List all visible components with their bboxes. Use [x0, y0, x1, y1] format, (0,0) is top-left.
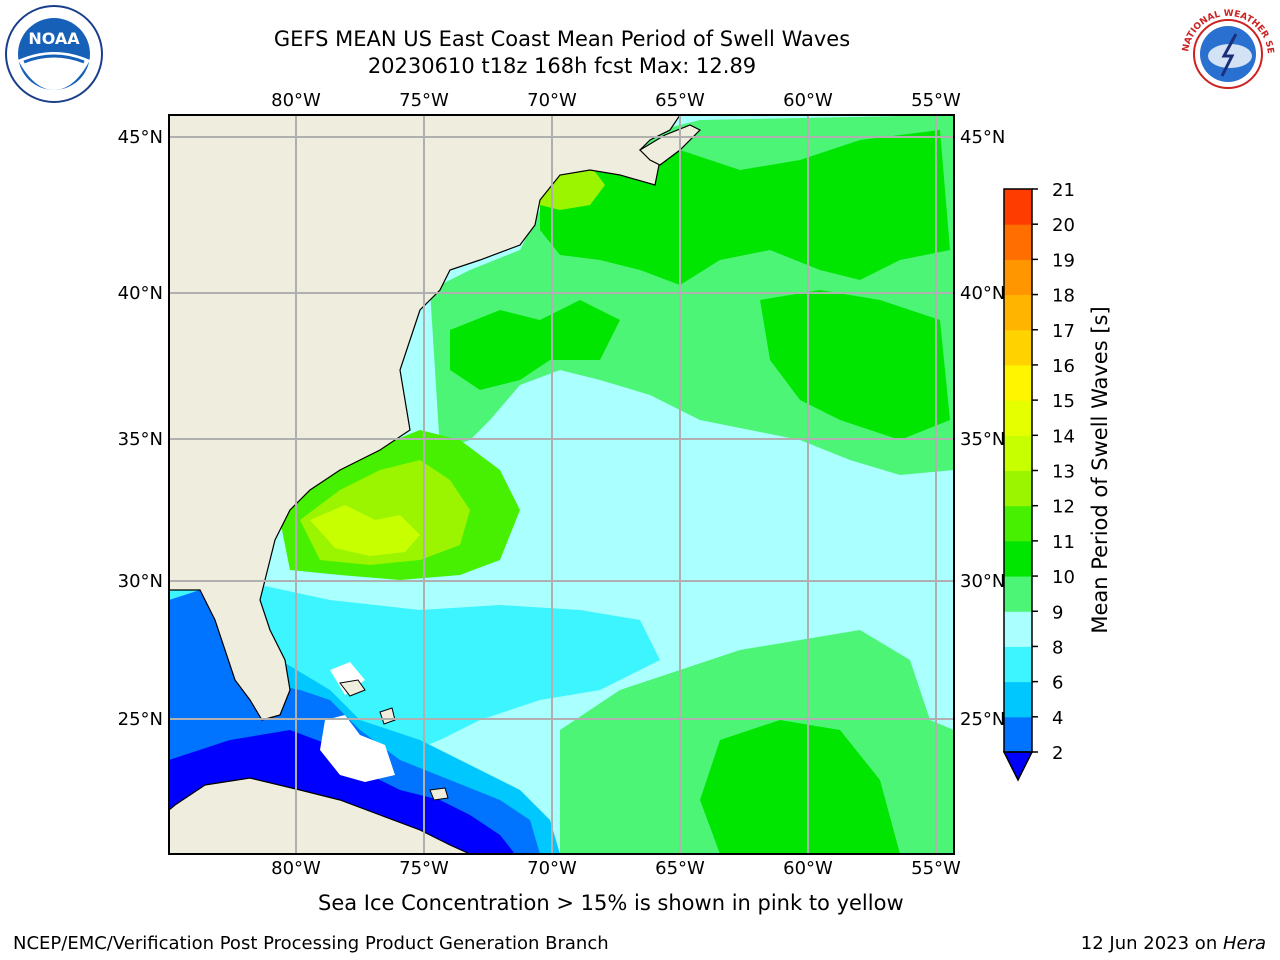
colorbar-segment [1004, 259, 1032, 296]
colorbar-tick-label: 15 [1052, 391, 1075, 412]
colorbar-segment [1004, 224, 1032, 260]
lat-label-right-1: 40°N [960, 283, 1005, 304]
footer-date-text: 12 Jun 2023 on [1080, 933, 1223, 954]
colorbar-tick-label: 4 [1052, 708, 1063, 729]
colorbar-segment [1004, 646, 1032, 683]
lon-labels: 80°W 75°W 70°W 65°W 60°W 55°W 80°W 75°W … [271, 90, 961, 879]
colorbar-tick-label: 17 [1052, 321, 1075, 342]
lon-label-bottom-2: 70°W [527, 858, 577, 879]
lat-label-right-4: 25°N [960, 709, 1005, 730]
lon-label-top-2: 70°W [527, 90, 577, 111]
sea-ice-note-text: Sea Ice Concentration > 15% is shown in … [318, 891, 904, 915]
colorbar-tick-label: 6 [1052, 673, 1063, 694]
colorbar-tick-label: 8 [1052, 637, 1063, 658]
colorbar-segment [1004, 540, 1032, 577]
footer-date: 12 Jun 2023 on Hera [1081, 933, 1266, 954]
colorbar-segment [1004, 400, 1032, 436]
colorbar-tick-label: 20 [1052, 215, 1075, 236]
colorbar-label: Mean Period of Swell Waves [s] [1088, 306, 1112, 633]
colorbar-tick-label: 12 [1052, 497, 1075, 518]
colorbar-tick-label: 11 [1052, 532, 1075, 553]
swell-period-10-11-southeast [700, 720, 900, 854]
lat-label-right-0: 45°N [960, 127, 1005, 148]
noaa-logo-icon: NOAA [5, 5, 103, 103]
colorbar-segment [1004, 716, 1032, 753]
footer-credit: NCEP/EMC/Verification Post Processing Pr… [13, 933, 609, 954]
lat-label-right-3: 30°N [960, 571, 1005, 592]
lon-label-top-3: 65°W [655, 90, 705, 111]
lon-label-top-5: 55°W [911, 90, 961, 111]
colorbar-segment [1004, 364, 1032, 401]
lat-label-left-0: 45°N [118, 127, 163, 148]
colorbar-tick-label: 9 [1052, 602, 1063, 623]
colorbar-segment [1004, 505, 1032, 542]
nws-logo-icon: NATIONAL WEATHER SERVICE [1178, 4, 1276, 102]
lat-label-left-4: 25°N [118, 709, 163, 730]
colorbar-tick-label: 10 [1052, 567, 1075, 588]
lon-label-top-1: 75°W [399, 90, 449, 111]
map-plot-area [169, 115, 954, 854]
colorbar-segment [1004, 294, 1032, 331]
lon-label-bottom-1: 75°W [399, 858, 449, 879]
land-cuba [169, 777, 471, 854]
colorbar-tick-label: 2 [1052, 743, 1063, 764]
land-nova-scotia [639, 124, 702, 166]
swell-period-12-13-core [310, 505, 420, 556]
no-data-bahamas [320, 662, 395, 782]
colorbar-segment [1004, 611, 1032, 647]
noaa-logo-text: NOAA [28, 29, 80, 48]
colorbar-extend-arrow [1002, 751, 1034, 782]
lon-label-top-0: 80°W [271, 90, 321, 111]
swell-period-10-11-west [450, 300, 620, 390]
colorbar-tick-label: 21 [1052, 180, 1075, 201]
colorbar-tick-label: 14 [1052, 426, 1075, 447]
lon-label-bottom-3: 65°W [655, 858, 705, 879]
lon-label-bottom-4: 60°W [783, 858, 833, 879]
lat-label-left-2: 35°N [118, 429, 163, 450]
colorbar-segment [1004, 329, 1032, 366]
lon-label-bottom-0: 80°W [271, 858, 321, 879]
chart-title: GEFS MEAN US East Coast Mean Period of S… [273, 27, 851, 51]
lat-label-right-2: 35°N [960, 429, 1005, 450]
colorbar-tick-label: 19 [1052, 250, 1075, 271]
colorbar-tick-label: 13 [1052, 462, 1075, 483]
colorbar-tick-label: 18 [1052, 286, 1075, 307]
lat-label-left-3: 30°N [118, 571, 163, 592]
lat-label-left-1: 40°N [118, 283, 163, 304]
colorbar-segment [1004, 470, 1032, 507]
colorbar-segment [1004, 681, 1032, 718]
lon-label-top-4: 60°W [783, 90, 833, 111]
colorbar-segment [1004, 576, 1032, 612]
colorbar-tick-label: 16 [1052, 356, 1075, 377]
map-frame [168, 114, 955, 855]
chart-subtitle: 20230610 t18z 168h fcst Max: 12.89 [367, 54, 757, 78]
lon-label-bottom-5: 55°W [911, 858, 961, 879]
colorbar-segment [1004, 435, 1032, 471]
graticule [169, 115, 954, 854]
lat-labels: 45°N 40°N 35°N 30°N 25°N 45°N 40°N 35°N … [118, 127, 1006, 730]
colorbar-segment [1004, 189, 1032, 225]
footer-host: Hera [1222, 933, 1266, 954]
colorbar: 2 4 6 8 9 10 11 12 13 14 15 16 17 18 19 20 21 [1002, 180, 1075, 782]
